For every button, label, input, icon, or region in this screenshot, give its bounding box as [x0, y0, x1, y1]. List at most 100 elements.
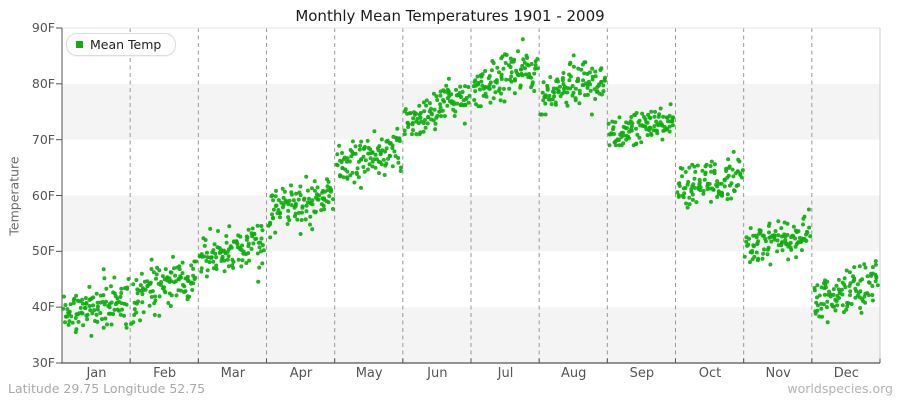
- data-point: [240, 258, 245, 263]
- data-point: [501, 86, 506, 91]
- data-point: [94, 291, 99, 296]
- legend-label: Mean Temp: [90, 37, 162, 52]
- data-point: [493, 90, 498, 95]
- data-point: [421, 100, 426, 105]
- data-point: [357, 147, 362, 152]
- data-point: [88, 308, 93, 313]
- data-point: [398, 169, 403, 173]
- data-point: [707, 181, 712, 186]
- data-point: [543, 95, 548, 99]
- data-point: [832, 304, 836, 309]
- x-month-label: Oct: [698, 366, 722, 381]
- data-point: [507, 86, 512, 91]
- data-point: [873, 259, 878, 264]
- data-point: [466, 85, 471, 89]
- data-point: [775, 249, 780, 254]
- data-point: [359, 157, 364, 162]
- data-point: [761, 251, 766, 256]
- data-point: [101, 325, 106, 330]
- data-point: [287, 218, 292, 223]
- data-point: [835, 303, 840, 308]
- data-point: [599, 79, 604, 84]
- data-point: [793, 236, 798, 241]
- data-point: [87, 284, 92, 289]
- data-point: [216, 229, 220, 233]
- data-point: [815, 283, 820, 288]
- data-point: [359, 139, 364, 144]
- data-point: [601, 83, 606, 88]
- data-point: [754, 235, 759, 240]
- data-point: [179, 275, 183, 280]
- data-point: [801, 222, 805, 227]
- data-point: [353, 151, 358, 156]
- data-point: [423, 125, 428, 130]
- data-point: [701, 189, 706, 193]
- data-point: [71, 297, 76, 302]
- data-point: [173, 273, 178, 278]
- data-point: [545, 86, 550, 91]
- data-point: [489, 68, 494, 73]
- data-point: [858, 289, 863, 294]
- data-point: [120, 307, 124, 312]
- data-point: [634, 111, 639, 115]
- data-point: [145, 279, 150, 284]
- data-point: [714, 182, 719, 187]
- data-point: [719, 190, 724, 195]
- data-point: [687, 195, 692, 200]
- data-point: [649, 109, 654, 114]
- data-point: [415, 116, 420, 121]
- data-point: [139, 271, 144, 276]
- data-point: [134, 310, 139, 315]
- data-point: [339, 160, 344, 164]
- data-point: [715, 179, 720, 184]
- data-point: [259, 224, 264, 228]
- data-point: [271, 207, 276, 212]
- data-point: [202, 243, 207, 248]
- legend[interactable]: Mean Temp: [66, 33, 177, 56]
- data-point: [744, 239, 749, 244]
- data-point: [704, 162, 709, 167]
- data-point: [411, 128, 415, 133]
- data-point: [180, 260, 185, 265]
- data-point: [697, 177, 702, 182]
- data-point: [634, 126, 638, 131]
- data-point: [791, 224, 796, 229]
- data-point: [695, 163, 700, 168]
- data-point: [840, 292, 845, 297]
- data-point: [451, 100, 456, 105]
- data-point: [207, 260, 212, 265]
- data-point: [747, 236, 752, 241]
- data-point: [692, 176, 697, 181]
- data-point: [62, 294, 66, 299]
- coordinates-caption: Latitude 29.75 Longitude 52.75: [8, 381, 206, 396]
- data-point: [767, 230, 771, 235]
- data-point: [270, 212, 274, 217]
- data-point: [355, 166, 360, 171]
- data-point: [191, 266, 196, 271]
- data-point: [80, 311, 85, 316]
- data-point: [588, 82, 593, 87]
- data-point: [222, 269, 227, 274]
- data-point: [834, 299, 839, 303]
- data-point: [202, 254, 207, 259]
- data-point: [649, 133, 654, 137]
- data-point: [637, 135, 642, 140]
- data-point: [851, 279, 856, 284]
- data-point: [337, 143, 342, 148]
- data-point: [488, 100, 493, 105]
- data-point: [653, 109, 657, 114]
- data-point: [520, 63, 525, 68]
- data-point: [154, 276, 158, 281]
- data-point: [382, 173, 387, 177]
- data-point: [421, 121, 426, 126]
- data-point: [234, 239, 239, 244]
- data-point: [862, 262, 867, 267]
- data-point: [703, 172, 708, 177]
- data-point: [463, 84, 467, 89]
- data-point: [682, 191, 687, 196]
- data-point: [91, 303, 95, 308]
- data-point: [795, 230, 799, 234]
- data-point: [177, 267, 182, 272]
- data-point: [148, 280, 153, 285]
- data-point: [855, 282, 860, 287]
